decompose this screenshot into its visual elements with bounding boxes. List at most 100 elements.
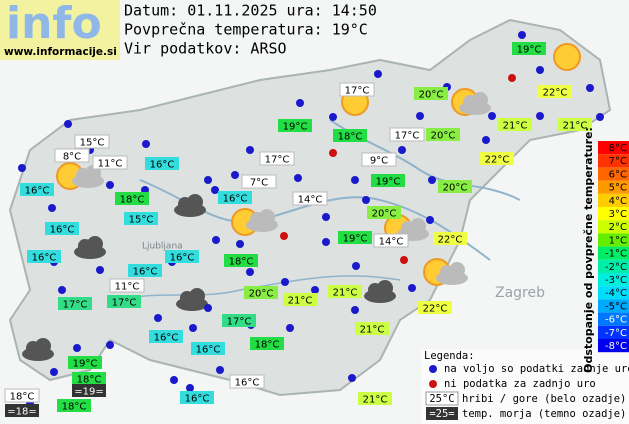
station-label-box [20, 183, 54, 196]
station-label-box [250, 337, 284, 350]
scale-label: 7°C [609, 156, 627, 167]
weather-icons [22, 43, 581, 361]
station-dot [236, 240, 244, 248]
scale-step [598, 325, 629, 339]
station-temperature: 21°C [333, 288, 358, 299]
station-dot [142, 140, 150, 148]
scale-label: 1°C [609, 235, 627, 246]
legend-title: Legenda: [424, 350, 475, 362]
station-label-box [278, 119, 312, 132]
station-labels: 19°C 17°C 20°C 22°C 19°C 18°C 17°C 20°C 21°C 21°C… [4, 42, 592, 418]
logo: info [6, 0, 102, 49]
station-label-box [68, 356, 102, 369]
station-dot [170, 376, 178, 384]
station-temperature: 16°C [154, 333, 179, 344]
station-temperature: 9°C [370, 156, 388, 167]
station-dot [322, 238, 330, 246]
station-dot [50, 368, 58, 376]
scale-step [598, 233, 629, 247]
station-dot [488, 112, 496, 120]
station-temperature: 15°C [129, 215, 154, 226]
station-dot [482, 136, 490, 144]
cloud-icon [189, 288, 205, 304]
station-dot [154, 314, 162, 322]
legend-item: ni podatka za zadnjo uro [444, 378, 596, 390]
station-label-box [292, 191, 328, 206]
station-dot [281, 278, 289, 286]
station-temperature: 22°C [423, 304, 448, 315]
scale-step [598, 220, 629, 234]
station-dot-missing [400, 256, 408, 264]
station-label-box [191, 342, 225, 355]
station-dot [58, 286, 66, 294]
station-temperature: 21°C [360, 325, 385, 336]
scale-step [598, 180, 629, 194]
legend-hill-box [425, 391, 459, 406]
station-label-box [222, 314, 256, 327]
station-dot [518, 31, 526, 39]
station-label-box [414, 87, 448, 100]
station-label-box [229, 374, 265, 389]
station-label-box [5, 404, 39, 417]
station-dot-missing [280, 232, 288, 240]
station-temperature: 18°C [10, 392, 35, 403]
station-temperature: 21°C [363, 395, 388, 406]
station-temperature: 17°C [63, 300, 88, 311]
station-dot [286, 324, 294, 332]
data-source: Vir podatkov: ARSO [124, 40, 287, 58]
legend-sea-box [426, 407, 458, 420]
station-temperature: 21°C [563, 121, 588, 132]
station-label-box [92, 155, 128, 170]
scale-label: -7°C [605, 328, 627, 339]
station-label-box [128, 264, 162, 277]
station-label-box [218, 191, 252, 204]
station-dot [408, 284, 416, 292]
station-temperature: 21°C [503, 121, 528, 132]
station-label-box [259, 151, 295, 166]
station-dot [246, 268, 254, 276]
station-temperature: 20°C [419, 90, 444, 101]
station-dot [64, 120, 72, 128]
station-dot [596, 113, 604, 121]
station-temperature: 16°C [235, 378, 260, 389]
station-dot [294, 174, 302, 182]
station-dot [186, 384, 194, 392]
scale-step [598, 286, 629, 300]
station-temperature: =18= [7, 407, 36, 418]
station-label-box [558, 118, 592, 131]
station-temperature: 16°C [150, 160, 175, 171]
station-label-box [373, 233, 409, 248]
station-temperature: 19°C [517, 45, 542, 56]
cloud-icon [259, 209, 275, 225]
station-temperature: 22°C [543, 88, 568, 99]
legend-sample: =25= [429, 408, 454, 420]
station-dot [536, 66, 544, 74]
station-label-box [438, 180, 472, 193]
station-dot [189, 324, 197, 332]
scale-label: 8°C [609, 143, 627, 154]
station-dot [351, 176, 359, 184]
date-line: Datum: 01.11.2025 ura: 14:50 [124, 2, 377, 20]
station-label-box [426, 128, 460, 141]
station-dot [96, 266, 104, 274]
station-label-box [58, 297, 92, 310]
avg-temperature: Povprečna temperatura: 19°C [124, 21, 368, 39]
station-label-box [115, 192, 149, 205]
scale-label: 3°C [609, 209, 627, 220]
cloud-icon [87, 236, 103, 252]
station-label-box [355, 322, 389, 335]
scale-label: -4°C [605, 288, 627, 299]
cloud-icon [449, 262, 465, 278]
logo-box [0, 0, 120, 60]
station-label-box [4, 388, 40, 403]
station-temperature: 19°C [376, 177, 401, 188]
station-dot-missing [508, 74, 516, 82]
station-dot [231, 171, 239, 179]
legend-blue-dot [429, 365, 437, 373]
legend-item: temp. morja (temno ozadje) [462, 408, 626, 420]
scale-step [598, 207, 629, 221]
station-temperature: 20°C [431, 131, 456, 142]
station-label-box [361, 152, 397, 167]
